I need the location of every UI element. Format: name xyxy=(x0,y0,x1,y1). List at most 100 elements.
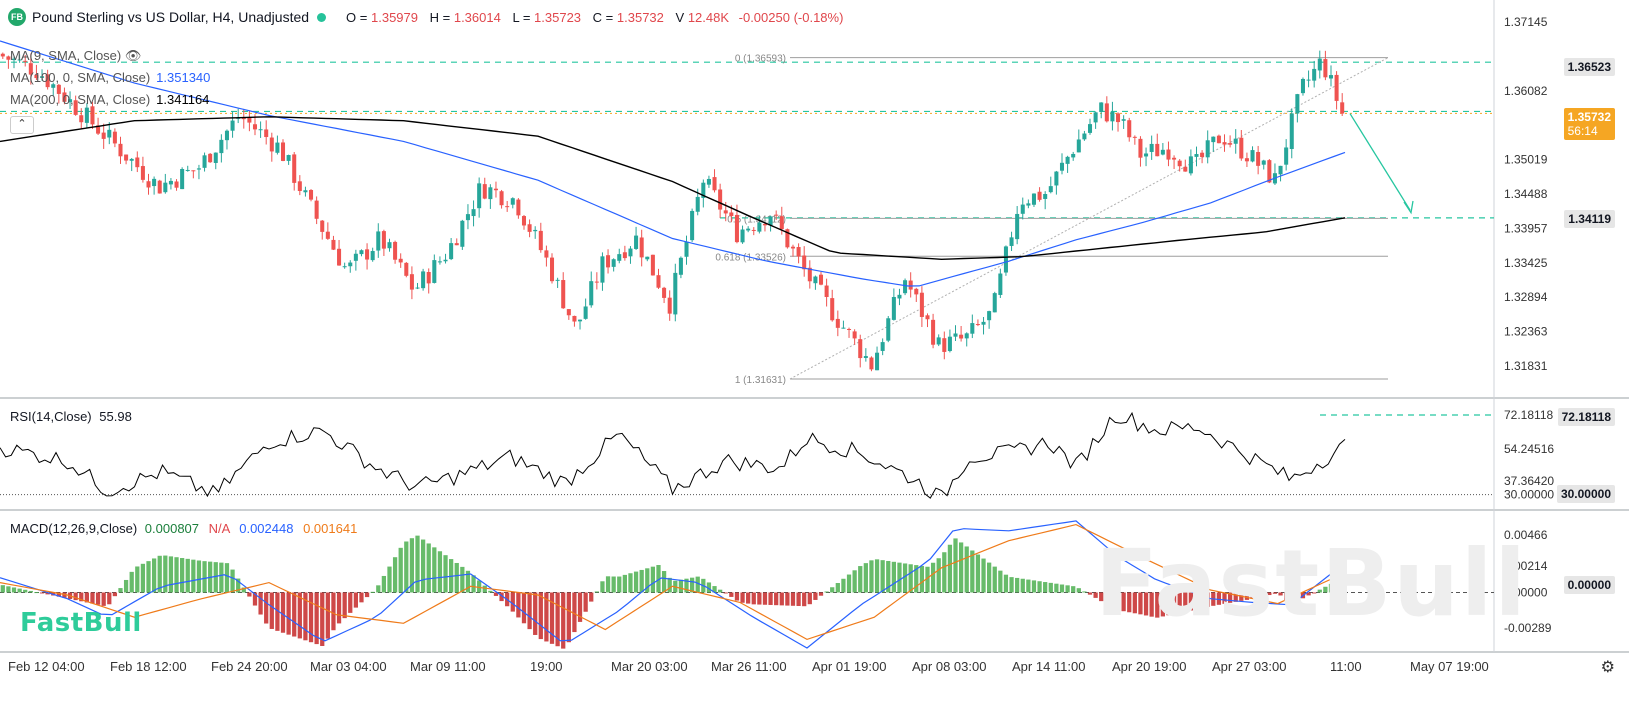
candle-body xyxy=(869,357,874,370)
macd-histogram-bar xyxy=(1199,592,1205,609)
macd-histogram-bar xyxy=(1115,592,1121,611)
macd-histogram-bar xyxy=(477,580,482,593)
macd-histogram-bar xyxy=(219,562,224,593)
time-tick-label: Apr 27 03:00 xyxy=(1212,659,1286,674)
candle-body xyxy=(684,241,689,257)
macd-histogram-bar xyxy=(1009,577,1014,593)
candle-body xyxy=(286,155,291,161)
rsi-tick-label: 37.36420 xyxy=(1504,474,1554,488)
candle-body xyxy=(393,241,398,260)
macd-histogram-bar xyxy=(415,535,420,593)
candle-body xyxy=(936,337,941,345)
macd-histogram-bar xyxy=(387,566,392,593)
macd-histogram-bar xyxy=(729,592,734,597)
macd-histogram-bar xyxy=(734,592,740,601)
macd-histogram-bar xyxy=(919,565,925,593)
signal-line xyxy=(0,523,1346,641)
candle-body xyxy=(751,229,756,231)
macd-histogram-bar xyxy=(1065,585,1070,593)
candle-body xyxy=(213,152,218,163)
candle-body xyxy=(908,280,913,290)
macd-histogram-bar xyxy=(34,592,39,594)
candle-body xyxy=(1099,102,1104,112)
candle-body xyxy=(1009,237,1014,246)
candle-body xyxy=(90,106,95,125)
macd-histogram-bar xyxy=(953,538,958,593)
rsi-legend[interactable]: RSI(14,Close) 55.98 xyxy=(10,409,132,424)
candle-body xyxy=(544,250,549,258)
candle-body xyxy=(987,311,992,321)
macd-histogram-bar xyxy=(1256,592,1261,598)
candle-body xyxy=(516,199,521,216)
high-level-tag: 1.36523 xyxy=(1563,58,1615,76)
candle-body xyxy=(398,258,403,263)
macd-histogram-bar xyxy=(174,557,179,593)
ma200-legend[interactable]: MA(200, 0, SMA, Close) 1.341164 xyxy=(10,92,210,107)
candle-body xyxy=(622,252,627,259)
macd-histogram-bar xyxy=(869,560,874,593)
macd-histogram-bar xyxy=(527,592,532,630)
candle-body xyxy=(521,216,527,226)
macd-histogram-bar xyxy=(269,592,274,629)
candle-body xyxy=(152,178,157,187)
macd-histogram-bar xyxy=(947,544,953,593)
macd-histogram-bar xyxy=(151,558,157,593)
macd-histogram-bar xyxy=(521,592,527,624)
macd-histogram-bar xyxy=(236,578,241,593)
macd-legend[interactable]: MACD(12,26,9,Close) 0.000807 N/A 0.00244… xyxy=(10,521,358,536)
macd-histogram-bar xyxy=(1188,592,1194,611)
macd-histogram-bar xyxy=(695,576,700,593)
macd-histogram-bar xyxy=(841,578,846,593)
collapse-legend-button[interactable]: ⌃ xyxy=(10,116,34,134)
candle-body xyxy=(903,280,908,294)
candle-body xyxy=(549,257,555,282)
time-tick-label: 11:00 xyxy=(1330,659,1362,674)
candle-body xyxy=(348,262,353,267)
candle-body xyxy=(510,198,515,205)
candle-body xyxy=(28,63,33,75)
macd-histogram-bar xyxy=(1026,579,1031,593)
time-tick-label: Feb 18 12:00 xyxy=(110,659,187,674)
candle-body xyxy=(690,210,695,241)
macd-histogram-bar xyxy=(650,566,656,593)
hide-eye-icon[interactable]: 👁 xyxy=(124,48,142,63)
macd-histogram-bar xyxy=(908,564,913,593)
macd-histogram-bar xyxy=(1132,592,1137,614)
candle-body xyxy=(746,228,751,231)
symbol-title[interactable]: Pound Sterling vs US Dollar, H4, Unadjus… xyxy=(32,9,310,25)
macd-histogram-bar xyxy=(740,592,745,603)
candle-body xyxy=(1306,79,1311,81)
fib-label-f1: 1 (1.31631) xyxy=(735,375,786,386)
candle-body xyxy=(1071,153,1076,158)
macd-histogram-bar xyxy=(751,592,756,605)
macd-histogram-bar xyxy=(555,592,560,647)
ohlc-readout: O = 1.35979 H = 1.36014 L = 1.35723 C = … xyxy=(346,9,844,25)
macd-histogram-bar xyxy=(140,563,146,593)
macd-histogram-bar xyxy=(135,566,140,593)
settings-gear-icon[interactable]: ⚙ xyxy=(1600,659,1615,676)
macd-histogram-bar xyxy=(925,566,930,593)
macd-histogram-bar xyxy=(858,566,863,593)
candle-body xyxy=(258,129,263,131)
candle-body xyxy=(309,189,314,200)
macd-histogram-bar xyxy=(123,579,129,593)
macd-histogram-bar xyxy=(880,560,885,593)
candle-body xyxy=(1087,124,1093,133)
current-price-tag: 1.35732 56:14 xyxy=(1563,108,1615,140)
ma100-legend[interactable]: MA(100, 0, SMA, Close) 1.351340 xyxy=(10,70,211,85)
macd-histogram-bar xyxy=(353,592,358,608)
candle-body xyxy=(695,196,700,212)
macd-histogram-bar xyxy=(1059,584,1065,593)
macd-histogram-bar xyxy=(975,554,981,593)
candle-body xyxy=(1284,147,1289,165)
ma9-legend[interactable]: MA(9, SMA, Close) 👁 xyxy=(10,48,142,63)
candle-body xyxy=(1155,143,1160,157)
macd-histogram-bar xyxy=(583,592,588,612)
chart-header: FB Pound Sterling vs US Dollar, H4, Unad… xyxy=(8,8,843,26)
candle-body xyxy=(802,255,807,270)
candle-body xyxy=(1127,120,1132,138)
candle-body xyxy=(45,74,50,88)
macd-histogram-bar xyxy=(320,592,325,646)
macd-histogram-bar xyxy=(180,558,185,593)
